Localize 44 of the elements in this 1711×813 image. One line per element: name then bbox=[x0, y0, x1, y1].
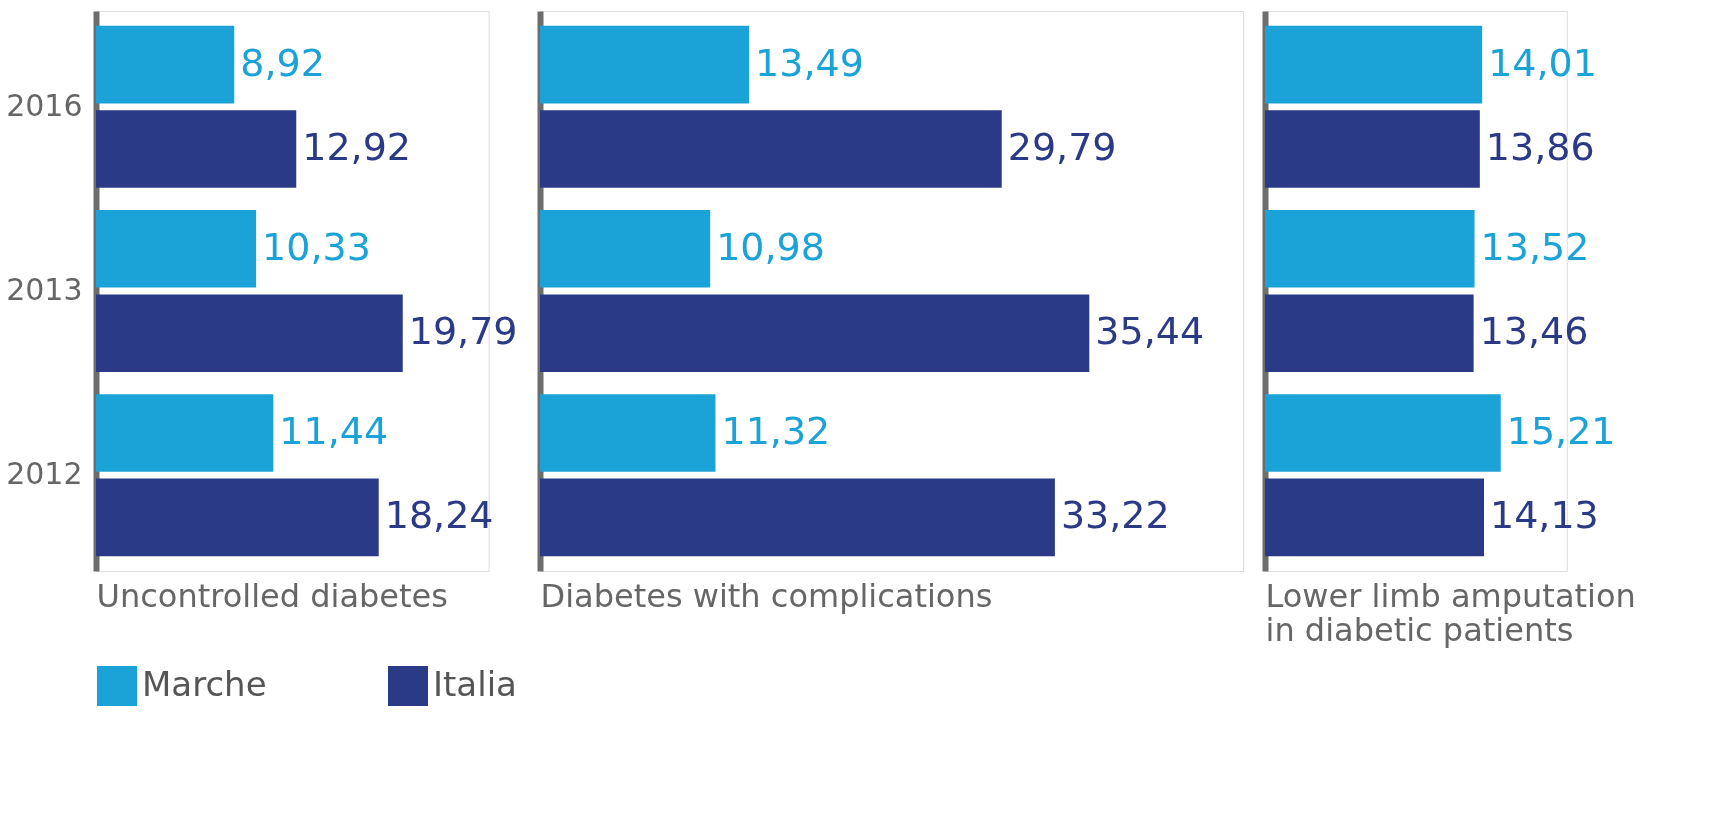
data-label: 12,92 bbox=[302, 125, 412, 169]
bar bbox=[1265, 110, 1480, 188]
data-label: 14,13 bbox=[1490, 493, 1599, 538]
x-axis-title: Uncontrolled diabetes bbox=[96, 576, 448, 615]
data-label: 19,79 bbox=[408, 309, 518, 354]
data-label: 13,46 bbox=[1479, 309, 1589, 354]
bar bbox=[96, 209, 257, 288]
bar bbox=[540, 394, 716, 472]
data-label: 10,33 bbox=[262, 224, 371, 269]
data-label: 10,98 bbox=[716, 224, 825, 269]
bar bbox=[540, 294, 1090, 373]
data-label: 13,52 bbox=[1480, 224, 1590, 269]
y-tick-label: 2012 bbox=[6, 456, 83, 492]
legend-label: Marche bbox=[142, 664, 267, 704]
data-label: 13,86 bbox=[1485, 125, 1595, 169]
data-label: 33,22 bbox=[1060, 493, 1170, 538]
bar bbox=[1265, 478, 1485, 557]
legend-label: Italia bbox=[433, 664, 517, 704]
y-tick-label: 2013 bbox=[6, 272, 83, 307]
data-label: 8,92 bbox=[240, 40, 325, 85]
bar bbox=[1265, 394, 1501, 472]
data-label: 11,44 bbox=[279, 409, 389, 453]
bar bbox=[96, 25, 235, 104]
bar bbox=[1265, 294, 1474, 373]
data-label: 35,44 bbox=[1095, 309, 1205, 354]
y-tick-label: 2016 bbox=[6, 87, 83, 123]
bar bbox=[540, 209, 711, 288]
x-axis-title: Lower limb amputation in diabetic patients bbox=[1265, 576, 1636, 649]
data-label: 14,01 bbox=[1488, 40, 1597, 85]
data-label: 13,49 bbox=[755, 40, 864, 85]
data-label: 11,32 bbox=[721, 409, 831, 453]
bar bbox=[96, 394, 274, 472]
bar bbox=[1265, 209, 1475, 288]
bar bbox=[96, 478, 379, 557]
data-label: 18,24 bbox=[384, 493, 494, 538]
bar bbox=[1265, 25, 1483, 104]
data-label: 29,79 bbox=[1007, 125, 1117, 169]
bar bbox=[540, 25, 750, 104]
x-axis-title: Diabetes with complications bbox=[540, 576, 993, 615]
data-label: 15,21 bbox=[1506, 409, 1616, 453]
bar bbox=[540, 478, 1055, 557]
bar bbox=[540, 110, 1002, 188]
bar bbox=[96, 110, 297, 188]
bar bbox=[96, 294, 403, 373]
